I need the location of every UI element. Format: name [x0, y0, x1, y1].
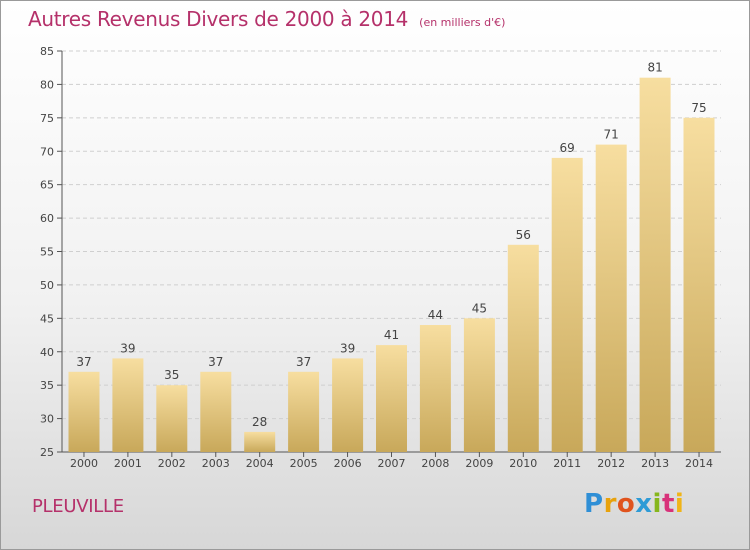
bar-2007 [376, 345, 407, 452]
bar-2012 [595, 144, 627, 452]
chart-title: Autres Revenus Divers de 2000 à 2014 [28, 7, 409, 31]
bar-2005 [288, 371, 320, 452]
bar-2000 [68, 371, 100, 452]
chart-title-area: Autres Revenus Divers de 2000 à 2014 (en… [28, 7, 505, 31]
x-tick-label: 2007 [378, 457, 406, 470]
bar-2003 [200, 371, 232, 452]
y-tick-label: 85 [40, 45, 54, 58]
y-tick-label: 80 [40, 78, 54, 91]
bar-2001 [112, 358, 144, 452]
x-tick-label: 2012 [597, 457, 625, 470]
bar-2009 [463, 318, 495, 452]
chart-unit: (en milliers d'€) [419, 16, 506, 29]
value-label-2007: 41 [384, 328, 399, 342]
x-tick-label: 2010 [509, 457, 537, 470]
x-tick-label: 2009 [465, 457, 493, 470]
value-label-2012: 71 [604, 128, 619, 142]
value-label-2001: 39 [120, 341, 135, 355]
bar-2011 [551, 157, 583, 452]
value-label-2004: 28 [252, 415, 267, 429]
y-tick-label: 45 [40, 312, 54, 325]
value-label-2000: 37 [76, 355, 91, 369]
x-tick-label: 2002 [158, 457, 186, 470]
bar-2013 [639, 77, 671, 452]
value-label-2013: 81 [647, 61, 662, 75]
x-tick-label: 2006 [334, 457, 362, 470]
x-tick-label: 2004 [246, 457, 274, 470]
bar-2004 [244, 431, 276, 452]
y-tick-label: 75 [40, 112, 54, 125]
y-tick-label: 70 [40, 145, 54, 158]
value-label-2005: 37 [296, 355, 311, 369]
logo-letter: o [616, 489, 636, 519]
bars [68, 77, 715, 453]
y-tick-label: 60 [40, 212, 54, 225]
bar-2010 [507, 244, 539, 452]
x-tick-label: 2014 [685, 457, 713, 470]
bar-2014 [683, 117, 715, 453]
logo-letter: i [652, 489, 662, 519]
value-label-2002: 35 [164, 368, 179, 382]
value-label-2010: 56 [516, 228, 531, 242]
x-tick-label: 2005 [290, 457, 318, 470]
logo-letter: t [661, 489, 675, 519]
logo-letter: r [603, 489, 617, 519]
bar-2008 [419, 325, 451, 452]
x-tick-label: 2013 [641, 457, 669, 470]
bar-2002 [156, 385, 188, 452]
x-tick-label: 2000 [70, 457, 98, 470]
logo-letter: x [635, 489, 653, 519]
y-tick-label: 25 [40, 446, 54, 459]
proxiti-logo: Proxiti [584, 489, 684, 519]
bar-2006 [332, 358, 364, 452]
x-tick-labels: 2000 2001 2002 2003 2004 2005 2006 2007 2008 2009… [70, 457, 713, 470]
y-tick-label: 55 [40, 246, 54, 259]
commune-name: PLEUVILLE [32, 496, 124, 517]
x-tick-label: 2011 [553, 457, 581, 470]
y-tick-label: 35 [40, 379, 54, 392]
value-label-2008: 44 [428, 308, 443, 322]
value-label-2014: 75 [691, 101, 706, 115]
value-label-2006: 39 [340, 341, 355, 355]
value-label-2003: 37 [208, 355, 223, 369]
y-tick-label: 65 [40, 179, 54, 192]
x-tick-label: 2008 [421, 457, 449, 470]
logo-letter: P [584, 489, 604, 519]
x-tick-label: 2001 [114, 457, 142, 470]
logo-letter: i [674, 489, 685, 519]
x-tick-label: 2003 [202, 457, 230, 470]
y-tick-label: 50 [40, 279, 54, 292]
value-label-2011: 69 [560, 141, 575, 155]
value-label-2009: 45 [472, 301, 487, 315]
y-tick-label: 40 [40, 346, 54, 359]
y-tick-labels: 25 30 35 40 45 50 55 60 65 70 75 80 85 [40, 45, 54, 459]
value-labels: 37 39 35 37 28 37 39 41 44 45 56 69 71 81 75 [76, 61, 706, 429]
y-tick-label: 30 [40, 413, 54, 426]
